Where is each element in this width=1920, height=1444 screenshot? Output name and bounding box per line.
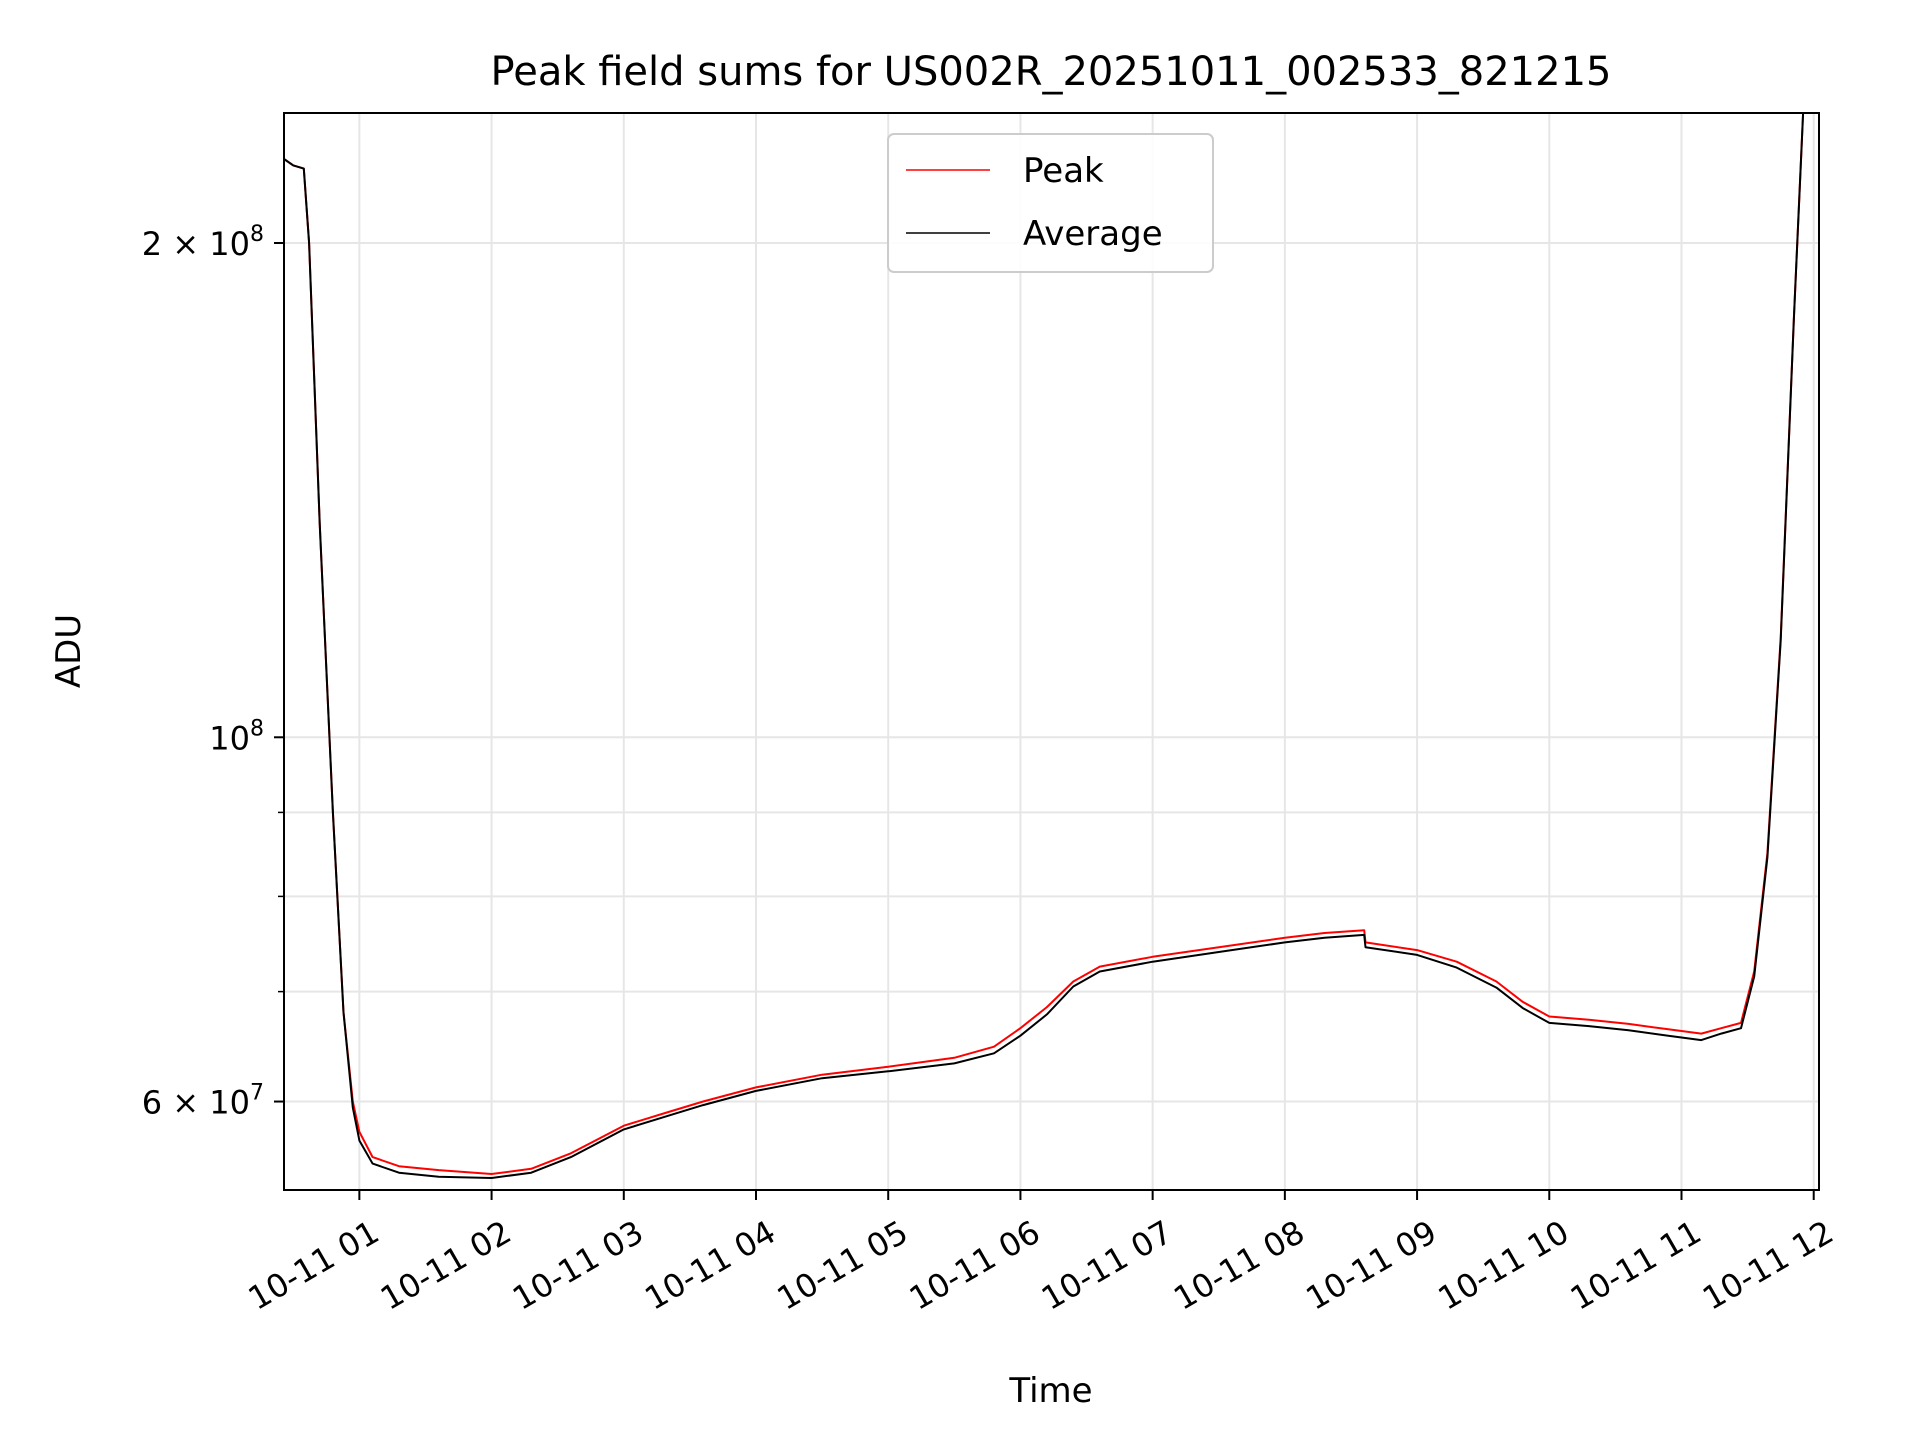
chart-legend: Peak Average [887, 133, 1214, 273]
x-tick-label: 10-11 05 [771, 1213, 915, 1318]
x-tick-label: 10-11 07 [1035, 1213, 1179, 1318]
plot-frame [283, 112, 1820, 1191]
series-line-peak [284, 113, 1805, 1175]
grid-lines [284, 113, 1819, 1190]
legend-average-label: Average [1023, 214, 1163, 254]
x-tick-label: 10-11 06 [903, 1213, 1047, 1318]
x-tick-label: 10-11 03 [506, 1213, 650, 1318]
x-tick-label: 10-11 11 [1564, 1213, 1708, 1318]
x-tick-label: 10-11 01 [242, 1213, 386, 1318]
y-axis-label: ADU [49, 614, 89, 688]
series-line-average [284, 113, 1805, 1179]
x-tick-label: 10-11 10 [1432, 1213, 1576, 1318]
x-tick-label: 10-11 09 [1299, 1213, 1443, 1318]
chart-title: Peak field sums for US002R_20251011_0025… [491, 49, 1612, 95]
x-tick-label: 10-11 12 [1696, 1213, 1840, 1318]
x-tick-label: 10-11 08 [1167, 1213, 1311, 1318]
y-tick-label: 108 [209, 716, 264, 757]
y-tick-label: 6 × 107 [142, 1081, 264, 1122]
series-layer [284, 113, 1805, 1179]
x-tick-label: 10-11 02 [374, 1213, 518, 1318]
x-tick-label: 10-11 04 [638, 1213, 782, 1318]
legend-peak-label: Peak [1023, 151, 1104, 191]
x-axis-label: Time [1008, 1371, 1092, 1411]
y-tick-label: 2 × 108 [142, 222, 264, 263]
y-axis-ticks: 6 × 107 108 2 × 108 [142, 222, 284, 1122]
legend-box [887, 133, 1214, 273]
